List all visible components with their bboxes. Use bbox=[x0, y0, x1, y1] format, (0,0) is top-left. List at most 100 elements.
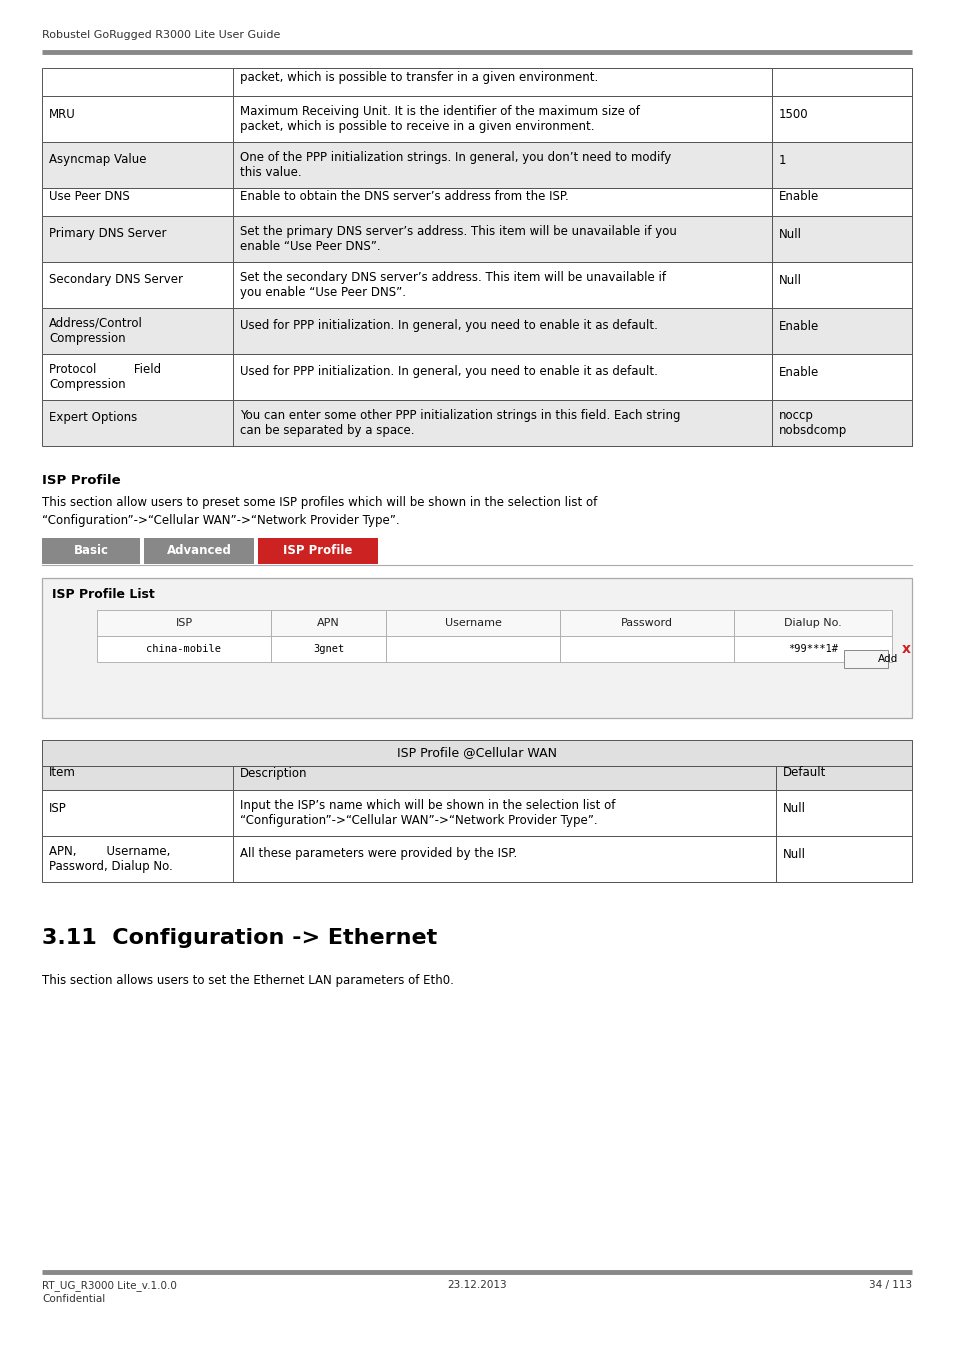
Bar bbox=[144, 539, 253, 564]
Text: Enable: Enable bbox=[779, 320, 819, 332]
Text: Input the ISP’s name which will be shown in the selection list of: Input the ISP’s name which will be shown… bbox=[240, 799, 615, 811]
Text: Null: Null bbox=[779, 228, 801, 240]
Text: Confidential: Confidential bbox=[42, 1295, 105, 1304]
Text: Compression: Compression bbox=[49, 378, 126, 392]
Text: Maximum Receiving Unit. It is the identifier of the maximum size of: Maximum Receiving Unit. It is the identi… bbox=[240, 105, 639, 117]
Bar bbox=[771, 216, 911, 262]
Text: One of the PPP initialization strings. In general, you don’t need to modify: One of the PPP initialization strings. I… bbox=[240, 151, 671, 163]
Bar bbox=[233, 790, 775, 836]
Bar bbox=[733, 636, 891, 661]
Text: x: x bbox=[901, 643, 910, 656]
Text: Use Peer DNS: Use Peer DNS bbox=[49, 190, 130, 204]
Text: Secondary DNS Server: Secondary DNS Server bbox=[49, 274, 183, 286]
Text: MRU: MRU bbox=[49, 108, 75, 120]
Bar bbox=[386, 610, 559, 636]
Text: Enable: Enable bbox=[779, 190, 819, 204]
Text: Address/Control: Address/Control bbox=[49, 317, 143, 329]
Bar bbox=[771, 262, 911, 308]
Text: Default: Default bbox=[782, 767, 825, 779]
Bar bbox=[775, 790, 911, 836]
Bar bbox=[271, 610, 386, 636]
Bar bbox=[42, 262, 911, 308]
Text: nobsdcomp: nobsdcomp bbox=[779, 424, 846, 437]
Bar bbox=[42, 354, 911, 400]
Text: Asyncmap Value: Asyncmap Value bbox=[49, 154, 147, 166]
Text: Description: Description bbox=[240, 767, 307, 779]
Text: Password: Password bbox=[620, 618, 672, 628]
Bar bbox=[42, 740, 911, 765]
Text: ISP Profile @Cellular WAN: ISP Profile @Cellular WAN bbox=[396, 747, 557, 760]
Bar bbox=[42, 790, 911, 836]
Text: Protocol          Field: Protocol Field bbox=[49, 363, 161, 375]
Text: noccp: noccp bbox=[779, 409, 813, 421]
Text: Advanced: Advanced bbox=[167, 544, 232, 558]
Text: Password, Dialup No.: Password, Dialup No. bbox=[49, 860, 172, 873]
Bar bbox=[42, 216, 911, 262]
Text: Basic: Basic bbox=[73, 544, 109, 558]
Bar bbox=[97, 636, 271, 661]
Text: RT_UG_R3000 Lite_v.1.0.0: RT_UG_R3000 Lite_v.1.0.0 bbox=[42, 1280, 176, 1291]
Text: ISP Profile List: ISP Profile List bbox=[52, 589, 154, 601]
Bar bbox=[771, 308, 911, 354]
Text: can be separated by a space.: can be separated by a space. bbox=[240, 424, 414, 437]
Bar bbox=[771, 68, 911, 96]
Text: ISP Profile: ISP Profile bbox=[42, 474, 120, 487]
Text: “Configuration”->“Cellular WAN”->“Network Provider Type”.: “Configuration”->“Cellular WAN”->“Networ… bbox=[42, 514, 399, 526]
Bar bbox=[771, 142, 911, 188]
Text: Enable: Enable bbox=[779, 366, 819, 378]
Bar bbox=[271, 636, 386, 661]
Text: 3.11  Configuration -> Ethernet: 3.11 Configuration -> Ethernet bbox=[42, 927, 436, 948]
Text: china-mobile: china-mobile bbox=[147, 644, 221, 653]
Text: Item: Item bbox=[49, 767, 76, 779]
Text: Expert Options: Expert Options bbox=[49, 412, 137, 424]
Bar bbox=[42, 308, 911, 354]
Bar bbox=[733, 610, 891, 636]
Bar bbox=[42, 539, 140, 564]
Text: you enable “Use Peer DNS”.: you enable “Use Peer DNS”. bbox=[240, 286, 406, 300]
Bar bbox=[42, 96, 911, 142]
Bar bbox=[233, 188, 771, 216]
Bar bbox=[42, 765, 911, 790]
Bar bbox=[42, 142, 911, 188]
Text: Primary DNS Server: Primary DNS Server bbox=[49, 228, 167, 240]
Text: You can enter some other PPP initialization strings in this field. Each string: You can enter some other PPP initializat… bbox=[240, 409, 679, 421]
Text: Used for PPP initialization. In general, you need to enable it as default.: Used for PPP initialization. In general,… bbox=[240, 320, 658, 332]
Text: packet, which is possible to receive in a given environment.: packet, which is possible to receive in … bbox=[240, 120, 594, 134]
Text: ISP: ISP bbox=[49, 802, 67, 814]
Text: Null: Null bbox=[782, 802, 805, 814]
Text: Robustel GoRugged R3000 Lite User Guide: Robustel GoRugged R3000 Lite User Guide bbox=[42, 30, 280, 40]
Bar bbox=[559, 636, 733, 661]
Text: This section allows users to set the Ethernet LAN parameters of Eth0.: This section allows users to set the Eth… bbox=[42, 973, 454, 987]
Text: 1: 1 bbox=[779, 154, 785, 166]
Text: 1500: 1500 bbox=[779, 108, 808, 120]
Text: APN: APN bbox=[316, 618, 339, 628]
Text: Username: Username bbox=[444, 618, 501, 628]
Bar bbox=[233, 765, 775, 790]
Text: 3gnet: 3gnet bbox=[313, 644, 344, 653]
Bar bbox=[771, 188, 911, 216]
Text: ISP: ISP bbox=[175, 618, 193, 628]
Text: APN,        Username,: APN, Username, bbox=[49, 845, 171, 857]
Bar bbox=[233, 308, 771, 354]
Bar bbox=[233, 68, 771, 96]
Bar bbox=[775, 765, 911, 790]
Bar bbox=[42, 68, 911, 96]
Bar bbox=[843, 649, 887, 668]
Text: Dialup No.: Dialup No. bbox=[783, 618, 841, 628]
Text: packet, which is possible to transfer in a given environment.: packet, which is possible to transfer in… bbox=[240, 70, 598, 84]
Text: “Configuration”->“Cellular WAN”->“Network Provider Type”.: “Configuration”->“Cellular WAN”->“Networ… bbox=[240, 814, 597, 828]
Bar bbox=[42, 188, 911, 216]
Text: All these parameters were provided by the ISP.: All these parameters were provided by th… bbox=[240, 848, 517, 860]
Bar bbox=[775, 836, 911, 882]
Bar bbox=[771, 400, 911, 446]
Text: ISP Profile: ISP Profile bbox=[283, 544, 353, 558]
Text: Set the primary DNS server’s address. This item will be unavailable if you: Set the primary DNS server’s address. Th… bbox=[240, 224, 677, 238]
Bar bbox=[559, 610, 733, 636]
Bar bbox=[386, 636, 559, 661]
Bar bbox=[233, 142, 771, 188]
Text: Add: Add bbox=[877, 653, 897, 664]
Bar bbox=[233, 400, 771, 446]
Bar bbox=[771, 96, 911, 142]
Bar bbox=[233, 354, 771, 400]
Text: Set the secondary DNS server’s address. This item will be unavailable if: Set the secondary DNS server’s address. … bbox=[240, 271, 665, 284]
